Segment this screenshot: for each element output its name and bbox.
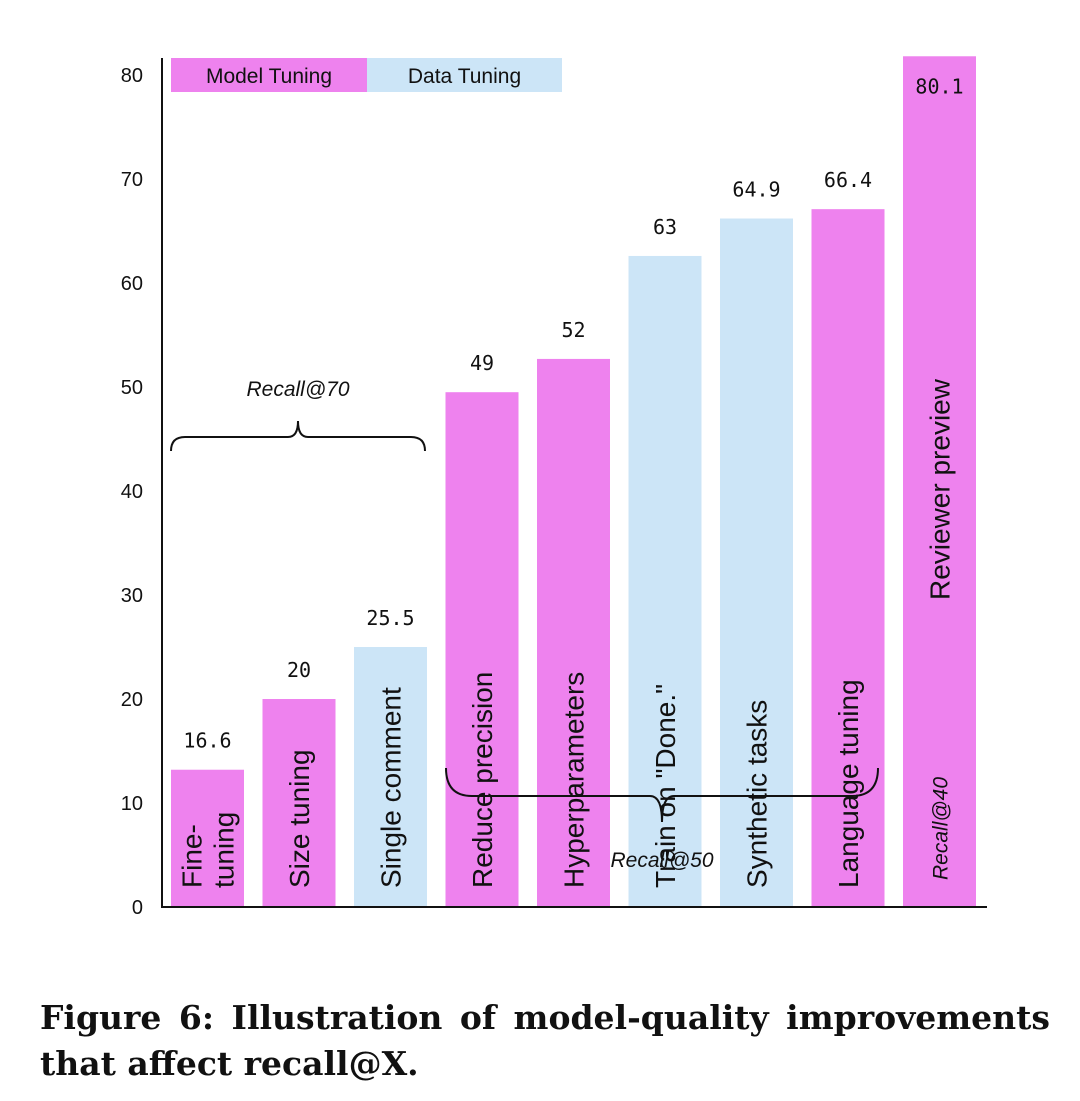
annotations: Recall@70 Recall@50 Recall@40 xyxy=(170,378,953,880)
bar-category-label: Train on "Done." xyxy=(650,684,681,888)
bar xyxy=(445,392,519,907)
bar xyxy=(811,209,885,907)
bar xyxy=(720,218,793,907)
legend: Model Tuning Data Tuning xyxy=(171,58,562,92)
y-tick-label: 70 xyxy=(121,169,143,191)
y-tick-label: 50 xyxy=(121,377,143,399)
bar-category-label: Size tuning xyxy=(284,749,315,888)
recall70-brace xyxy=(170,420,426,452)
bar-category-label: Single comment xyxy=(376,687,407,888)
bar xyxy=(262,699,336,907)
bar-category-label: Fine-tuning xyxy=(177,812,240,888)
bar-value-label: 66.4 xyxy=(824,168,872,192)
bar-category-label: Synthetic tasks xyxy=(742,700,773,888)
legend-swatch xyxy=(171,58,367,92)
bar-value-label: 16.6 xyxy=(183,729,231,753)
y-tick-label: 0 xyxy=(132,897,143,919)
bar-value-label: 49 xyxy=(470,351,494,375)
bar-value-label: 20 xyxy=(287,658,311,682)
legend-label: Model Tuning xyxy=(206,65,332,88)
bar-value-label: 52 xyxy=(561,318,585,342)
bar-value-label: 25.5 xyxy=(366,606,414,630)
bar-category-label: Reviewer preview xyxy=(925,378,956,600)
y-tick-label: 10 xyxy=(121,793,143,815)
bar xyxy=(171,769,244,907)
y-tick-label: 20 xyxy=(121,689,143,711)
chart: 16.6 Fine-tuning 20 Size tuning 25.5 Single c… xyxy=(121,56,987,919)
legend-label: Data Tuning xyxy=(408,65,521,88)
recall50-label: Recall@50 xyxy=(610,849,713,872)
y-axis-ticks: 0 10 20 30 40 50 60 70 80 xyxy=(121,65,143,919)
bar xyxy=(537,358,610,907)
y-tick-label: 60 xyxy=(121,273,143,295)
y-tick-label: 30 xyxy=(121,585,143,607)
recall40-label: Recall@40 xyxy=(930,777,953,880)
bars: 16.6 Fine-tuning 20 Size tuning 25.5 Single c… xyxy=(171,56,976,907)
figure-caption: Figure 6: Illustration of model-quality … xyxy=(40,998,1050,1083)
bar-category-label: Hyperparameters xyxy=(559,672,590,888)
bar xyxy=(628,255,702,907)
bar-category-label: Language tuning xyxy=(833,679,864,888)
y-tick-label: 40 xyxy=(121,481,143,503)
y-tick-label: 80 xyxy=(121,65,143,87)
recall50-brace xyxy=(445,767,879,823)
legend-swatch xyxy=(367,58,562,92)
bar-value-label: 64.9 xyxy=(732,178,780,202)
bar-value-label: 80.1 xyxy=(915,74,963,98)
recall70-label: Recall@70 xyxy=(246,378,349,401)
bar xyxy=(903,56,976,907)
bar xyxy=(354,647,427,907)
bar-value-label: 63 xyxy=(653,215,677,239)
bar-category-label: Reduce precision xyxy=(467,672,498,888)
